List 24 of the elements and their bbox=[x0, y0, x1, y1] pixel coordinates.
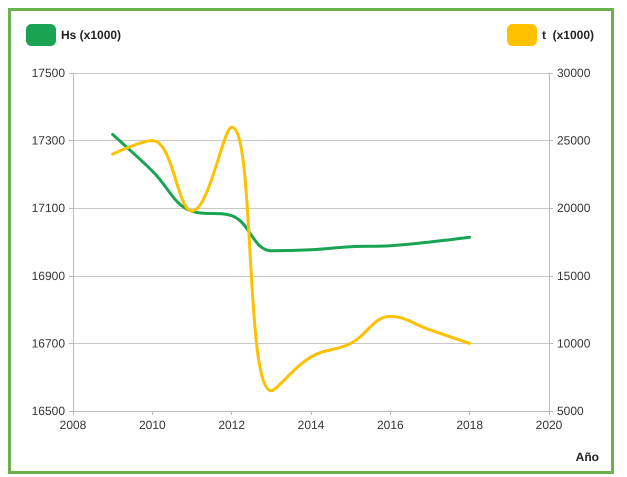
y-tick-label: 17100 bbox=[32, 201, 66, 216]
x-tick-label: 2016 bbox=[376, 418, 404, 432]
x-tick-label: 2020 bbox=[536, 418, 563, 432]
x-tick-label: 2012 bbox=[218, 418, 246, 432]
y-tick-label: 17500 bbox=[32, 66, 66, 80]
y-tick-label: 16500 bbox=[32, 404, 66, 418]
x-tick-label: 2008 bbox=[60, 418, 87, 432]
x-tick-label: 2018 bbox=[456, 418, 484, 432]
x-tick-label: 2014 bbox=[298, 418, 325, 432]
line-series bbox=[111, 126, 472, 392]
y-tick-label: 17300 bbox=[32, 134, 66, 148]
y2-tick-label: 30000 bbox=[557, 66, 591, 80]
y2-tick-label: 15000 bbox=[557, 268, 591, 283]
legend-label: t (x1000) bbox=[542, 28, 594, 42]
y2-tick-label: 20000 bbox=[557, 201, 591, 216]
y2-tick-label: 5000 bbox=[557, 404, 584, 418]
x-axis-title: Año bbox=[576, 450, 599, 464]
y2-tick-label: 25000 bbox=[557, 134, 591, 148]
y-tick-label: 16900 bbox=[32, 268, 66, 283]
y2-tick-label: 10000 bbox=[557, 336, 591, 350]
legend-label: Hs (x1000) bbox=[61, 28, 122, 42]
line-series bbox=[111, 133, 472, 252]
y-tick-label: 16700 bbox=[32, 336, 66, 350]
x-tick-label: 2010 bbox=[138, 418, 166, 432]
